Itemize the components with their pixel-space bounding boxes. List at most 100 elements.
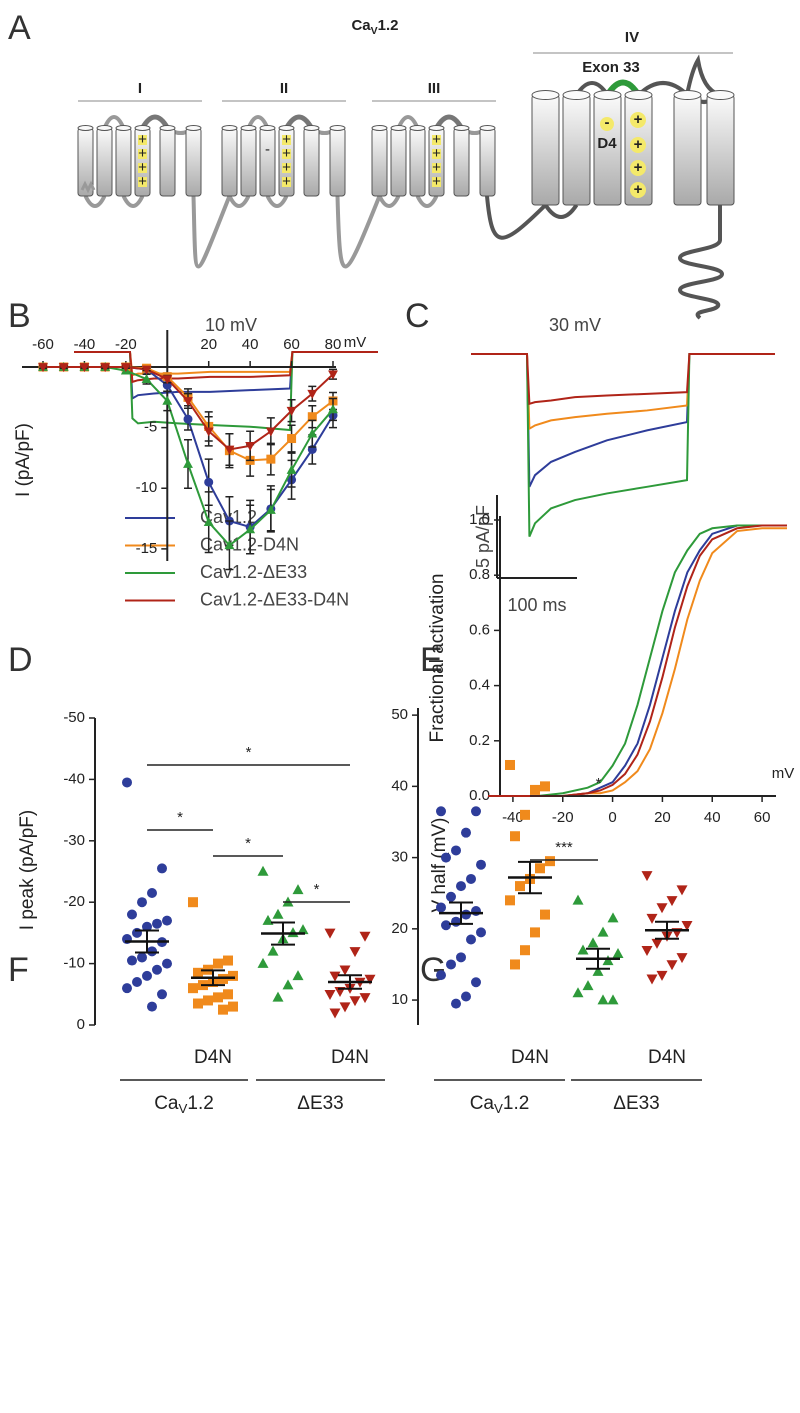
marker [287, 434, 297, 444]
marker [132, 977, 142, 988]
charge-bg [138, 177, 147, 187]
y-tick-label: 0 [77, 1016, 85, 1033]
loop [543, 203, 579, 219]
domain-label: III [428, 80, 441, 97]
marker [461, 991, 471, 1002]
helix [221, 127, 238, 197]
significance-label: * [177, 809, 183, 826]
label-part: 1.2 [187, 1093, 213, 1114]
x-tick-label: -60 [32, 336, 54, 353]
helix-top [159, 125, 176, 131]
domain-label: IV [625, 29, 639, 46]
helix [159, 127, 176, 197]
marker [245, 441, 256, 451]
loop [434, 114, 464, 130]
y-tick-label: 10 [391, 991, 408, 1008]
marker [79, 363, 90, 373]
curve [488, 524, 787, 797]
marker [641, 871, 653, 882]
marker [681, 921, 693, 932]
charge-bg [600, 117, 614, 131]
charge: + [634, 136, 643, 153]
marker [451, 916, 461, 927]
marker [188, 983, 198, 994]
marker [530, 784, 540, 795]
charge-bg [282, 135, 291, 145]
y-axis-label: Fractional activation [427, 574, 448, 743]
marker [446, 959, 456, 970]
marker [641, 945, 653, 956]
marker [520, 945, 530, 956]
y-tick-label: 1.0 [469, 511, 490, 528]
marker [286, 406, 297, 416]
panel-title: 10 mV [205, 315, 257, 335]
marker [456, 952, 466, 963]
d4-label: D4 [597, 135, 617, 152]
loop [246, 115, 270, 129]
marker [602, 955, 614, 966]
marker [245, 524, 256, 534]
marker [157, 989, 167, 1000]
marker [466, 934, 476, 945]
charge-bg [282, 149, 291, 159]
marker [265, 504, 276, 514]
exon-label: Exon 33 [582, 59, 640, 76]
helix-top [96, 125, 113, 131]
helix-top [428, 125, 445, 131]
linker [485, 195, 547, 240]
marker [666, 896, 678, 907]
marker [307, 389, 318, 399]
helix-top [185, 125, 202, 131]
marker [436, 806, 446, 817]
marker [476, 859, 486, 870]
helix [706, 94, 735, 206]
y-tick-label: 0.0 [469, 787, 490, 804]
charge: + [282, 173, 291, 190]
marker [461, 909, 471, 920]
helix-top [115, 125, 132, 131]
sem-bar [655, 920, 679, 940]
charge-bg [138, 149, 147, 159]
label-part: V [179, 1101, 188, 1116]
y-axis-label: V half (mV) [429, 817, 450, 912]
loop [284, 114, 314, 130]
panel-title: 30 mV [549, 315, 601, 335]
sem-bar [201, 969, 225, 987]
marker [676, 953, 688, 964]
scale-label-y: 5 pA/pF [473, 505, 493, 568]
linker [191, 195, 232, 269]
helix-top [303, 125, 320, 131]
marker [213, 992, 223, 1003]
trace [471, 353, 775, 406]
helix [240, 127, 257, 197]
x-tick-label: D4N [511, 1047, 549, 1068]
marker [436, 902, 446, 913]
helix-top [259, 125, 276, 131]
marker [587, 937, 599, 948]
panel-label: F [8, 951, 29, 989]
legend-label: Cav1.2-ΔE33 [200, 562, 307, 582]
helix-top [77, 125, 94, 131]
label-part: V [371, 25, 378, 37]
charge-bg [282, 163, 291, 173]
marker [545, 856, 555, 867]
marker [651, 938, 663, 949]
curve [488, 524, 787, 797]
loop [265, 195, 289, 208]
marker [282, 979, 294, 990]
marker [329, 971, 341, 982]
marker [257, 865, 269, 876]
x-tick-label: D4N [331, 1047, 369, 1068]
diagram-title: CaV1.2 [351, 17, 398, 37]
marker [577, 944, 589, 955]
marker [307, 428, 318, 438]
marker [572, 987, 584, 998]
helix-top [479, 125, 496, 131]
marker [122, 983, 132, 994]
y-tick-label: 0.2 [469, 732, 490, 749]
marker [329, 1008, 341, 1019]
helix [673, 94, 702, 206]
marker [446, 891, 456, 902]
marker [612, 948, 624, 959]
marker [162, 395, 173, 405]
